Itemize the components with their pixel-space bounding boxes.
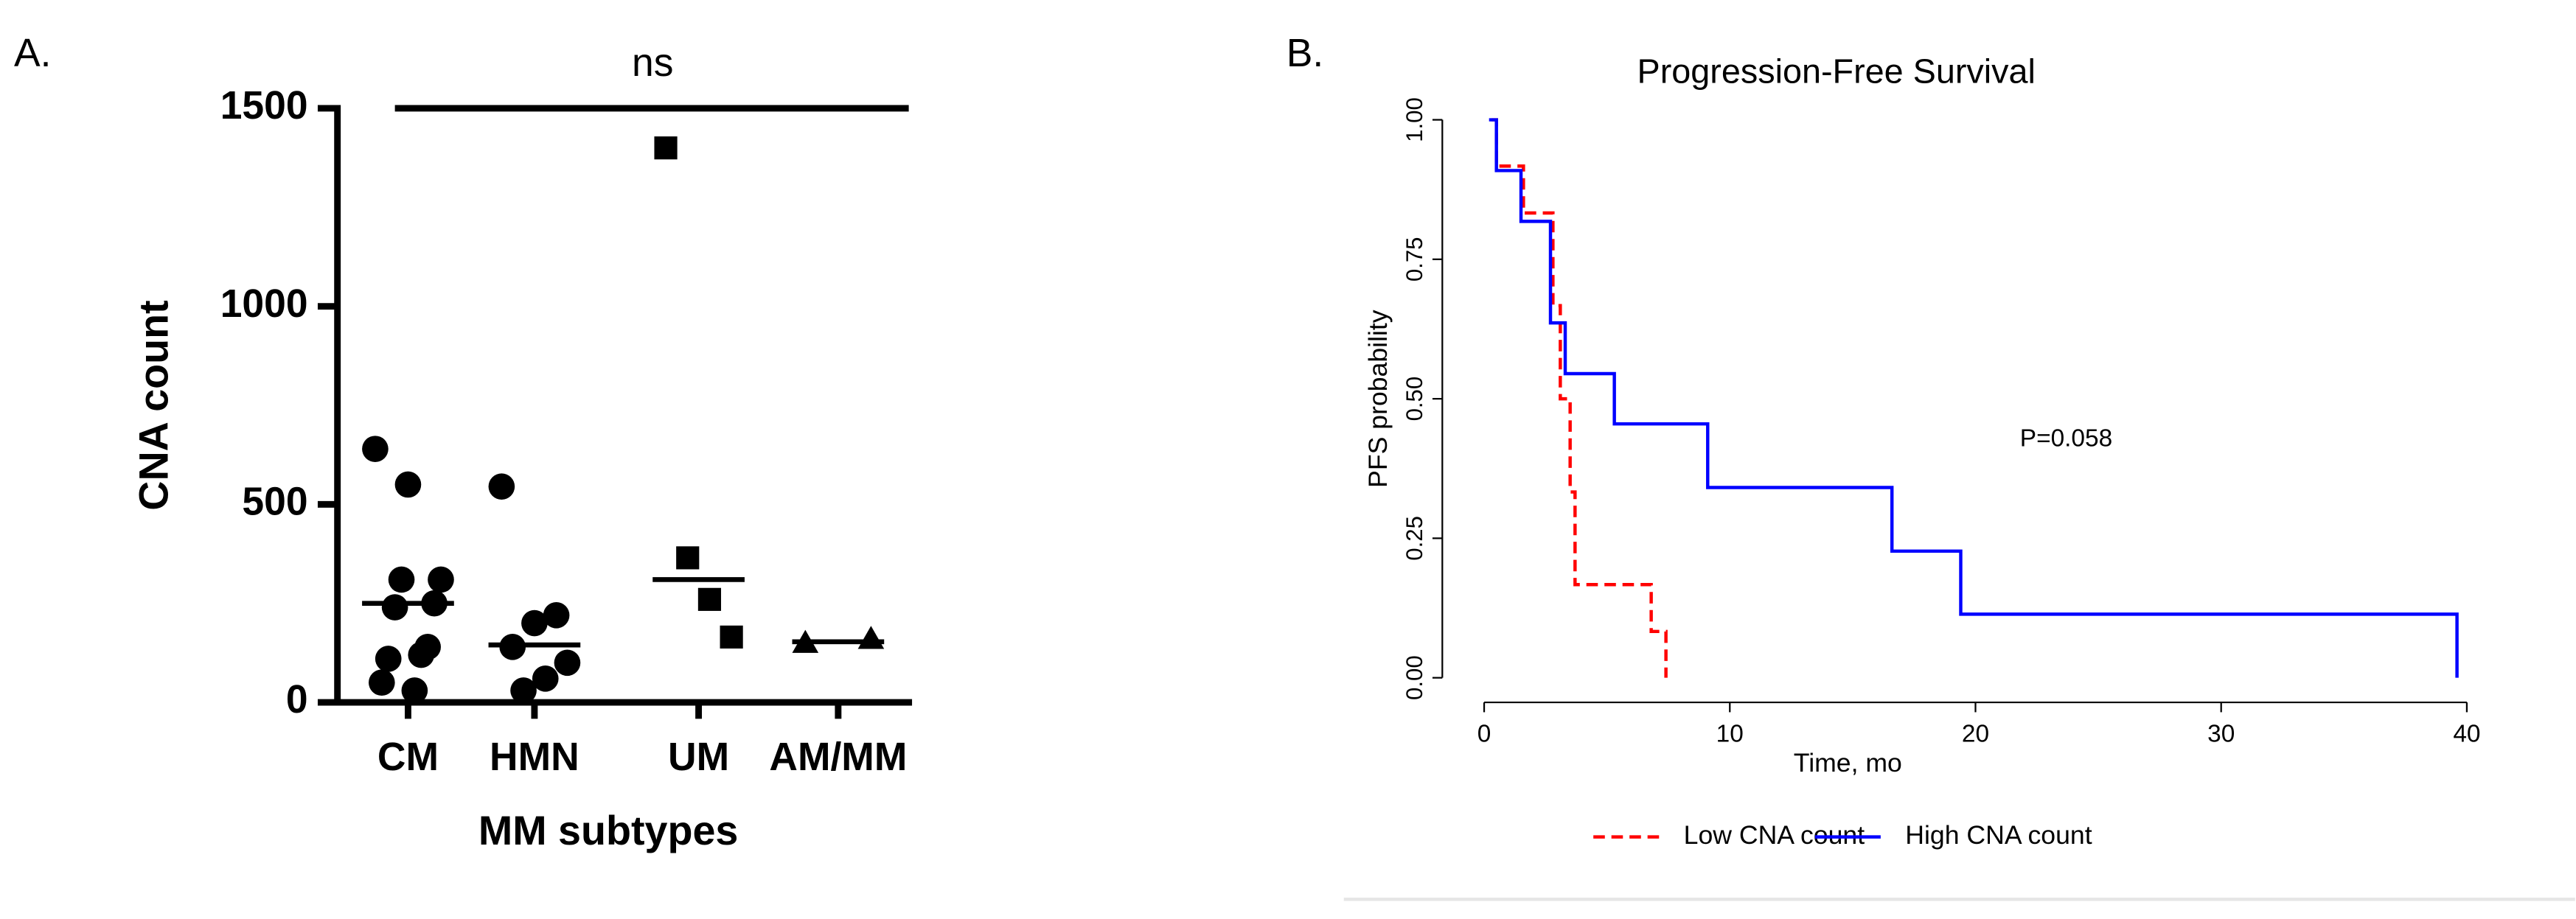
survival-curve bbox=[1491, 118, 1668, 678]
y-tick-label: 1500 bbox=[220, 84, 308, 127]
point bbox=[857, 626, 885, 649]
x-tick-label: 0 bbox=[1477, 720, 1491, 747]
y-tick-label: 500 bbox=[242, 480, 307, 523]
x-axis-label: MM subtypes bbox=[478, 808, 739, 853]
x-tick-label: AM/MM bbox=[769, 735, 907, 779]
point bbox=[543, 602, 570, 629]
y-tick-label: 0.50 bbox=[1402, 377, 1427, 422]
chart-title: Progression-Free Survival bbox=[1637, 52, 2036, 91]
y-tick-label: 1.00 bbox=[1402, 97, 1427, 142]
point bbox=[554, 649, 581, 677]
point bbox=[401, 677, 428, 704]
panel-label: A. bbox=[14, 32, 52, 75]
x-tick-label: 30 bbox=[2207, 720, 2235, 747]
annotation: ns bbox=[632, 41, 673, 85]
y-tick-label: 0.25 bbox=[1402, 516, 1427, 561]
y-tick-label: 0.75 bbox=[1402, 237, 1427, 282]
survival-curve bbox=[1489, 118, 2459, 678]
x-tick-label: 10 bbox=[1716, 720, 1744, 747]
x-tick-label: HMN bbox=[490, 735, 579, 779]
legend-label: High CNA count bbox=[1905, 820, 2092, 850]
point bbox=[532, 665, 559, 692]
y-tick-label: 0.00 bbox=[1402, 655, 1427, 700]
point bbox=[428, 566, 454, 593]
x-tick-label: 40 bbox=[2453, 720, 2480, 747]
x-tick-label: UM bbox=[668, 735, 729, 779]
y-tick-label: 0 bbox=[286, 678, 308, 721]
legend-label: Low CNA count bbox=[1684, 820, 1865, 850]
panel-label: B. bbox=[1287, 32, 1324, 75]
point bbox=[394, 471, 422, 498]
point bbox=[654, 136, 678, 160]
point bbox=[697, 587, 722, 611]
y-axis-label: PFS probability bbox=[1363, 310, 1393, 488]
x-axis-label: Time, mo bbox=[1794, 748, 1902, 778]
x-tick-label: 20 bbox=[1962, 720, 1989, 747]
point bbox=[408, 641, 435, 668]
point bbox=[362, 436, 389, 462]
point bbox=[375, 646, 402, 672]
x-tick-label: CM bbox=[377, 735, 439, 779]
point bbox=[369, 669, 395, 696]
point bbox=[521, 609, 548, 637]
point bbox=[720, 625, 743, 649]
annotation: P=0.058 bbox=[2020, 425, 2112, 452]
point bbox=[388, 566, 415, 593]
point bbox=[381, 594, 408, 621]
y-axis-label: CNA count bbox=[130, 300, 176, 510]
point bbox=[676, 546, 700, 570]
point bbox=[488, 473, 515, 500]
y-tick-label: 1000 bbox=[220, 282, 308, 326]
point bbox=[510, 677, 537, 704]
